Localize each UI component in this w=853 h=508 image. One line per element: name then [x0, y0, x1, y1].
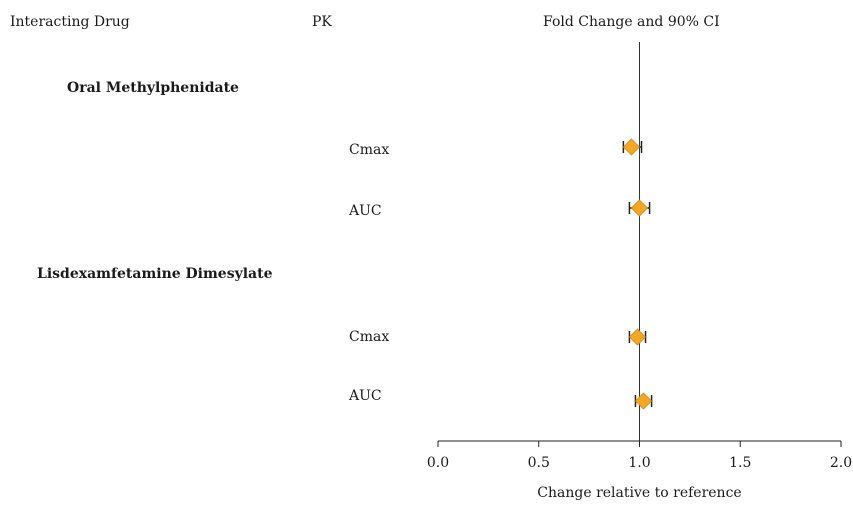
group-label-lisdexamfetamine: Lisdexamfetamine Dimesylate	[37, 266, 273, 282]
x-tick-label-2: 1.0	[628, 455, 650, 471]
x-tick-label-0: 0.0	[427, 455, 449, 471]
x-axis-title: Change relative to reference	[537, 485, 741, 501]
point-marker-g2-auc	[634, 392, 653, 410]
pk-label-cmax-2: Cmax	[349, 329, 390, 345]
header-pk: PK	[312, 14, 332, 30]
header-fold-change: Fold Change and 90% CI	[543, 14, 720, 30]
point-marker-g1-auc	[630, 199, 649, 217]
x-tick-label-1: 0.5	[528, 455, 550, 471]
pk-label-auc-1: AUC	[349, 203, 382, 219]
group-label-oral-methylphenidate: Oral Methylphenidate	[67, 80, 239, 96]
pk-label-cmax-1: Cmax	[349, 142, 390, 158]
point-marker-g1-cmax	[622, 138, 641, 156]
x-tick-label-3: 1.5	[729, 455, 751, 471]
point-marker-g2-cmax	[628, 328, 647, 346]
x-tick-label-4: 2.0	[830, 455, 852, 471]
header-interacting-drug: Interacting Drug	[10, 14, 130, 30]
pk-label-auc-2: AUC	[349, 388, 382, 404]
